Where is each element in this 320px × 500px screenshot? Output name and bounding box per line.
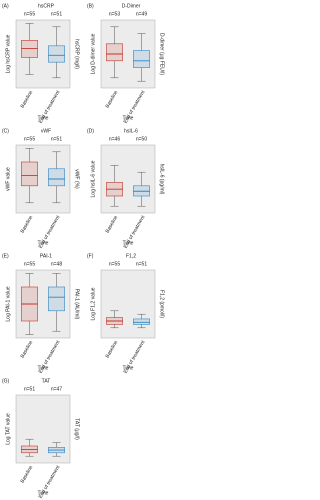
plot-area <box>15 19 71 89</box>
box <box>106 43 123 62</box>
n-label: n=50 <box>136 136 147 142</box>
x-tick-label: Baseline <box>105 214 120 234</box>
figure: (A) hsCRP Log hsCRP value hsCRP (mg/l) n=55 B… <box>2 3 165 499</box>
panel-label: (E) <box>2 253 9 259</box>
n-label: n=51 <box>136 261 147 267</box>
x-axis-label: Time <box>38 490 49 496</box>
n-label: n=46 <box>109 136 120 142</box>
n-label: n=47 <box>51 386 62 392</box>
panel-label: (B) <box>87 3 94 9</box>
panel-label: (F) <box>87 253 94 259</box>
panel-title: PAI-1 <box>40 253 52 259</box>
x-tick-label: Baseline <box>20 214 35 234</box>
plot-area <box>100 269 156 339</box>
n-label: n=55 <box>24 11 35 17</box>
y2-axis-label: D-dimer (µg FEU/l) <box>159 33 165 75</box>
x-axis-label: Time <box>38 365 49 371</box>
y2-axis-label: hsCRP (mg/l) <box>74 39 80 69</box>
x-tick-label: Baseline <box>20 464 35 484</box>
n-label: n=55 <box>109 261 120 267</box>
y2-axis-label: F1,2 (pmol/l) <box>159 290 165 318</box>
n-label: n=51 <box>24 386 35 392</box>
n-label: n=55 <box>24 261 35 267</box>
panel-title: vWF <box>41 128 51 134</box>
n-label: n=53 <box>109 11 120 17</box>
y2-axis-label: PAI-1 (AU/ml) <box>74 289 80 320</box>
y-axis-label: Log hsCRP value <box>5 34 11 73</box>
n-label: n=48 <box>51 261 62 267</box>
box <box>48 168 65 187</box>
box <box>133 318 150 325</box>
x-axis-label: Time <box>38 240 49 246</box>
panel-title: TAT <box>42 378 51 384</box>
panel-title: D-Dimer <box>122 3 141 9</box>
box <box>133 50 150 68</box>
panel-title: hsCRP <box>38 3 55 9</box>
panel-label: (G) <box>2 378 10 384</box>
n-label: n=51 <box>51 11 62 17</box>
x-axis-label: Time <box>38 115 49 121</box>
y-axis-label: Log TAT value <box>5 413 11 445</box>
panel-label: (A) <box>2 3 9 9</box>
y-axis-label: Log hsIL-6 value <box>90 160 96 197</box>
box <box>21 161 38 187</box>
x-tick-label: Baseline <box>105 89 120 109</box>
n-label: n=55 <box>24 136 35 142</box>
panel-title: F1,2 <box>126 253 136 259</box>
y-axis-label: Log F1,2 value <box>90 287 96 320</box>
y2-axis-label: vWF (%) <box>74 169 80 189</box>
x-axis-label: Time <box>123 115 134 121</box>
panel-label: (D) <box>87 128 94 134</box>
box <box>48 286 65 312</box>
n-label: n=49 <box>136 11 147 17</box>
y-axis-label: Log PAI-1 value <box>5 286 11 321</box>
plot-area <box>15 394 71 464</box>
panel-title: hsIL-6 <box>124 128 138 134</box>
y2-axis-label: TAT (µg/l) <box>74 418 80 440</box>
y-axis-label: vWF value <box>5 167 11 191</box>
box <box>48 45 65 63</box>
x-tick-label: Baseline <box>105 339 120 359</box>
x-tick-label: Baseline <box>20 89 35 109</box>
n-label: n=51 <box>51 136 62 142</box>
plot-area <box>100 144 156 214</box>
x-tick-label: Baseline <box>20 339 35 359</box>
y2-axis-label: hsIL-6 (pg/ml) <box>159 164 165 195</box>
x-axis-label: Time <box>123 365 134 371</box>
panel-label: (C) <box>2 128 9 134</box>
x-axis-label: Time <box>123 240 134 246</box>
y-axis-label: Log D-dimer value <box>90 33 96 74</box>
